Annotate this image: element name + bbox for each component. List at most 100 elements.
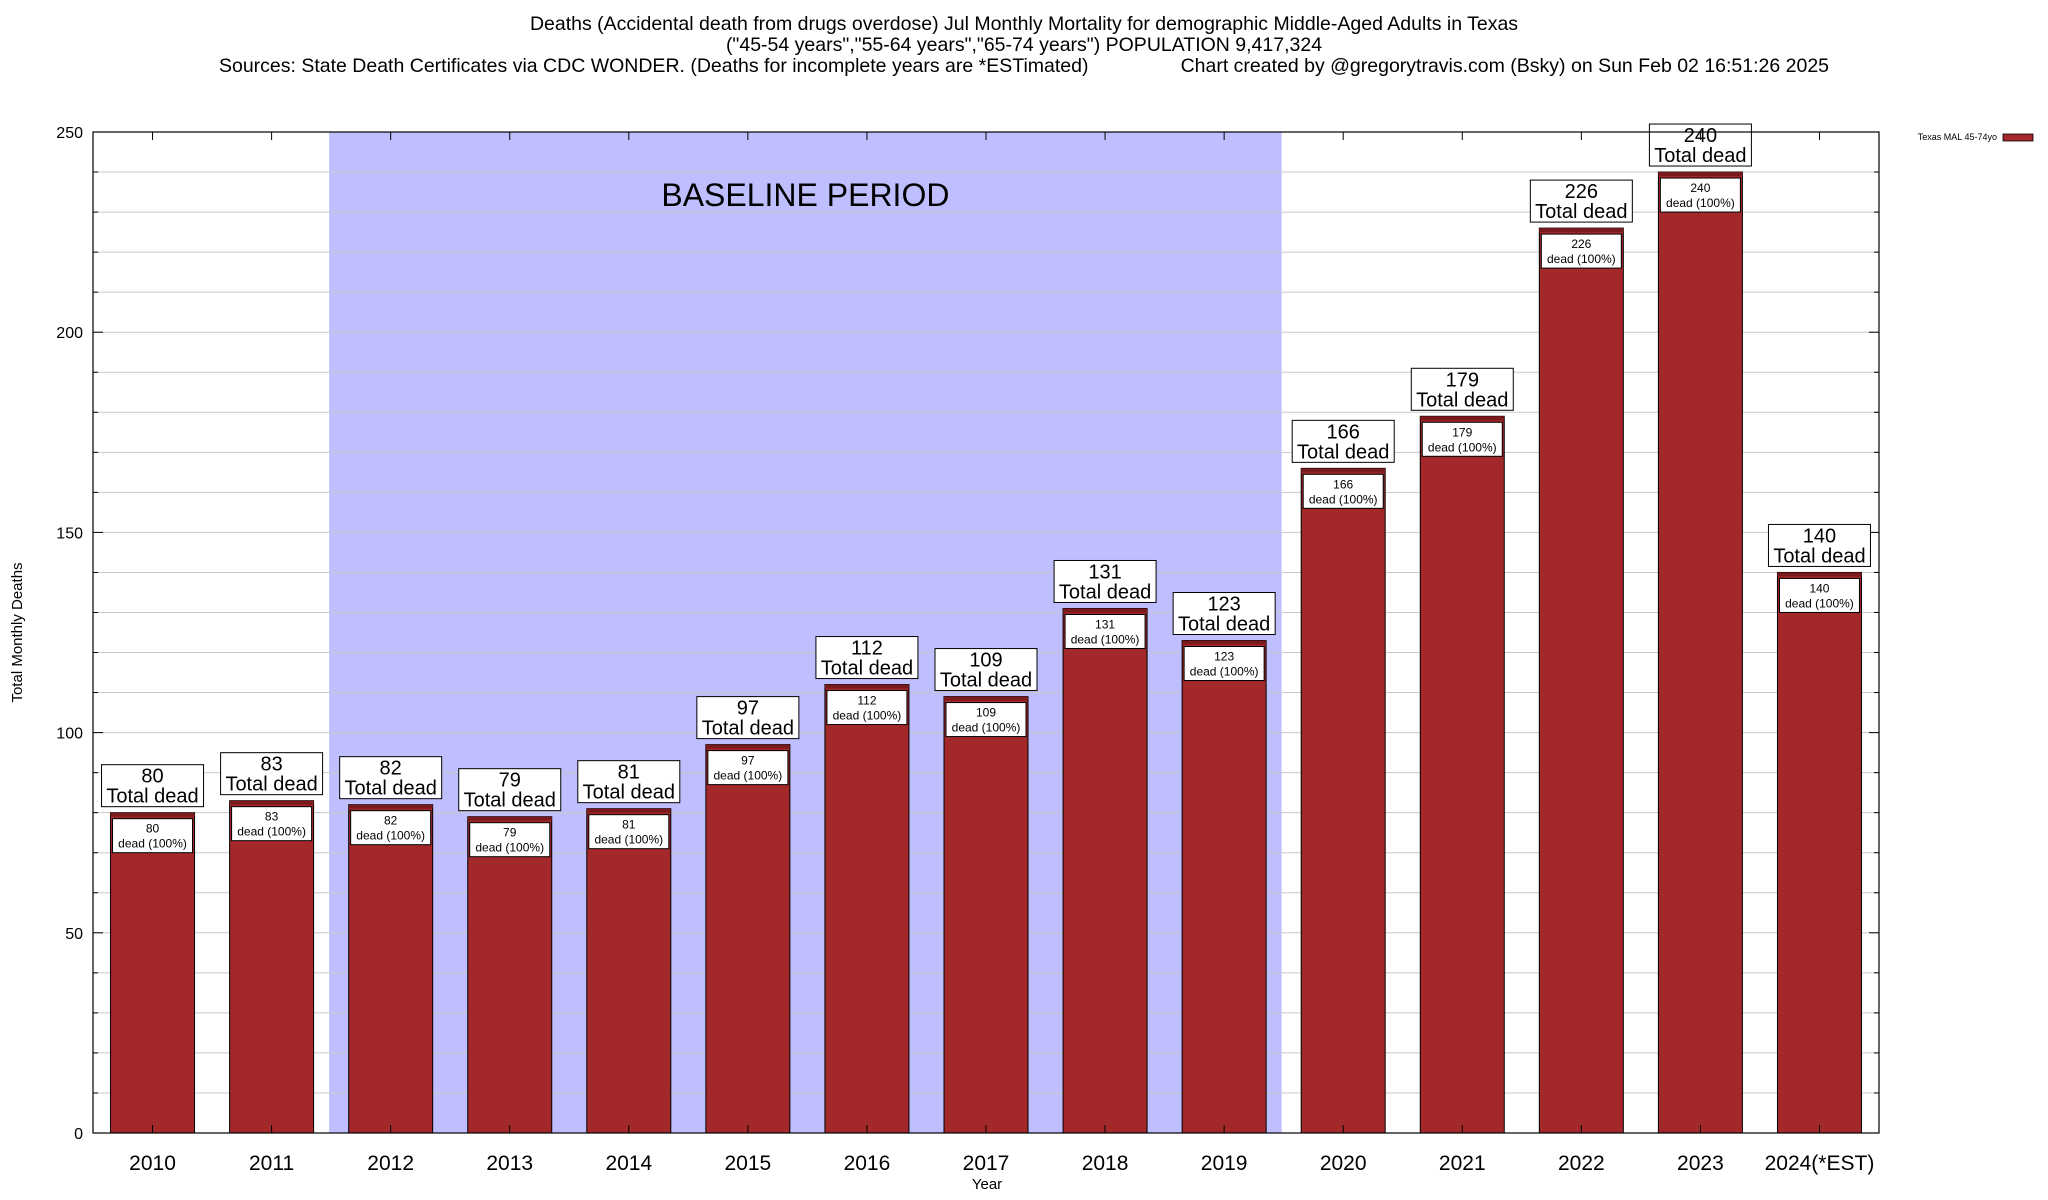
top-label-text: Total dead bbox=[1773, 545, 1865, 567]
top-label-box bbox=[458, 768, 562, 812]
bar-top bbox=[229, 800, 314, 805]
inner-label-value: 240 bbox=[1690, 181, 1710, 195]
bar bbox=[705, 744, 791, 1134]
inner-label-box bbox=[1302, 473, 1384, 509]
bar-top bbox=[110, 812, 195, 817]
inner-label-value: 131 bbox=[1095, 617, 1115, 631]
inner-label-box bbox=[112, 818, 194, 854]
top-label-text: Total dead bbox=[1654, 145, 1746, 167]
inner-label-value: 179 bbox=[1452, 425, 1472, 439]
x-tick-label: 2019 bbox=[1201, 1152, 1248, 1175]
top-label-box bbox=[1767, 523, 1871, 567]
inner-label-text: dead (100%) bbox=[1071, 632, 1140, 646]
inner-label-value: 112 bbox=[857, 694, 876, 708]
inner-label-value: 80 bbox=[146, 822, 160, 836]
inner-label-box bbox=[231, 806, 313, 842]
inner-label-text: dead (100%) bbox=[475, 841, 544, 855]
inner-label-value: 166 bbox=[1333, 477, 1353, 491]
y-axis-label: Total Monthly Deaths bbox=[9, 562, 26, 702]
bar-top bbox=[1301, 468, 1386, 473]
y-tick-label: 200 bbox=[56, 325, 83, 342]
inner-label-box bbox=[1659, 177, 1741, 213]
top-label-box bbox=[1291, 419, 1395, 463]
inner-label-text: dead (100%) bbox=[833, 709, 902, 723]
x-tick-label: 2024(*EST) bbox=[1765, 1152, 1875, 1175]
top-label-box bbox=[339, 756, 443, 800]
top-label-value: 97 bbox=[737, 698, 759, 720]
top-label-box bbox=[577, 760, 681, 804]
chart-title-block: Deaths (Accidental death from drugs over… bbox=[0, 14, 2048, 77]
top-label-text: Total dead bbox=[702, 718, 794, 740]
top-label-value: 179 bbox=[1446, 369, 1479, 391]
inner-label-text: dead (100%) bbox=[594, 833, 663, 847]
bar-top bbox=[1658, 172, 1743, 177]
top-label-value: 109 bbox=[969, 650, 1002, 672]
x-tick-label: 2010 bbox=[129, 1152, 176, 1175]
y-tick-label: 50 bbox=[65, 926, 83, 943]
top-label-text: Total dead bbox=[225, 774, 317, 796]
inner-label-text: dead (100%) bbox=[1666, 196, 1735, 210]
top-label-box bbox=[934, 648, 1038, 692]
top-label-text: Total dead bbox=[1416, 389, 1508, 411]
y-tick-label: 0 bbox=[74, 1126, 83, 1143]
inner-label-text: dead (100%) bbox=[1309, 492, 1378, 506]
bar bbox=[1300, 467, 1386, 1134]
x-tick-label: 2016 bbox=[844, 1152, 891, 1175]
bar-top bbox=[467, 816, 552, 821]
bar-top bbox=[1777, 572, 1862, 577]
x-tick-label: 2014 bbox=[605, 1152, 652, 1175]
inner-label-value: 79 bbox=[503, 826, 517, 840]
top-label-value: 79 bbox=[499, 770, 521, 792]
top-label-value: 226 bbox=[1565, 181, 1598, 203]
top-label-value: 166 bbox=[1327, 421, 1360, 443]
baseline-label: BASELINE PERIOD bbox=[661, 177, 949, 213]
inner-label-box bbox=[350, 810, 432, 846]
top-label-text: Total dead bbox=[940, 670, 1032, 692]
top-label-box bbox=[220, 752, 324, 796]
top-label-value: 81 bbox=[618, 762, 640, 784]
inner-label-value: 81 bbox=[622, 818, 636, 832]
inner-label-value: 123 bbox=[1214, 650, 1234, 664]
bar bbox=[1657, 171, 1743, 1134]
inner-label-value: 109 bbox=[976, 706, 996, 720]
chart-subtitle: ("45-54 years","55-64 years","65-74 year… bbox=[725, 34, 1323, 56]
bar-top bbox=[1182, 640, 1267, 645]
bar bbox=[1538, 227, 1624, 1134]
inner-label-text: dead (100%) bbox=[952, 721, 1021, 735]
top-label-text: Total dead bbox=[821, 658, 913, 680]
top-label-box bbox=[1410, 367, 1514, 411]
inner-label-value: 140 bbox=[1809, 581, 1829, 595]
x-tick-label: 2022 bbox=[1558, 1152, 1605, 1175]
inner-label-value: 83 bbox=[265, 810, 279, 824]
top-label-value: 140 bbox=[1803, 525, 1836, 547]
bar bbox=[110, 812, 196, 1134]
inner-label-box bbox=[945, 702, 1027, 738]
top-label-text: Total dead bbox=[1178, 614, 1270, 636]
bar bbox=[1181, 640, 1267, 1134]
x-tick-label: 2020 bbox=[1320, 1152, 1367, 1175]
y-tick-label: 250 bbox=[56, 125, 83, 142]
bar-top bbox=[705, 744, 790, 749]
inner-label-box bbox=[588, 814, 670, 850]
top-label-box bbox=[696, 696, 800, 740]
bar bbox=[586, 808, 672, 1134]
x-tick-label: 2015 bbox=[725, 1152, 772, 1175]
bar-top bbox=[586, 808, 671, 813]
top-label-value: 131 bbox=[1088, 561, 1121, 583]
top-label-value: 82 bbox=[380, 758, 402, 780]
inner-label-box bbox=[469, 822, 551, 858]
y-tick-label: 100 bbox=[56, 726, 83, 743]
bar bbox=[348, 804, 434, 1134]
bar bbox=[943, 696, 1029, 1134]
bar-top bbox=[1539, 228, 1624, 233]
top-label-value: 112 bbox=[851, 638, 883, 660]
bar bbox=[824, 684, 910, 1134]
inner-label-box bbox=[1183, 646, 1265, 682]
top-label-text: Total dead bbox=[464, 790, 556, 812]
x-tick-label: 2013 bbox=[486, 1152, 533, 1175]
bar bbox=[467, 816, 553, 1134]
x-tick-label: 2012 bbox=[367, 1152, 414, 1175]
x-axis-label: Year bbox=[972, 1176, 1002, 1193]
inner-label-box bbox=[1778, 577, 1860, 613]
